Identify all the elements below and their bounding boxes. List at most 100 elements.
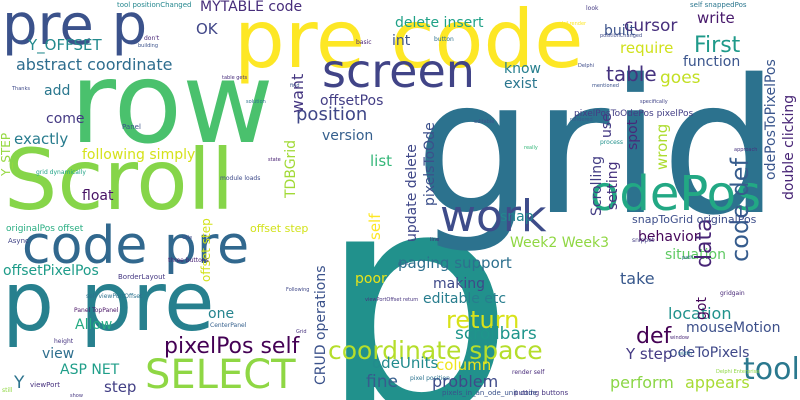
word-crud-operations: CRUD operations — [313, 265, 329, 386]
word-ok: OK — [196, 20, 218, 38]
word-position: position — [296, 104, 368, 125]
word-tdbgrid: TDBGrid — [283, 139, 299, 198]
word-state: Ode — [182, 235, 193, 241]
word-row: row — [70, 39, 274, 169]
word-tool: tool — [743, 352, 800, 387]
word-self: self — [366, 213, 384, 241]
word-editable: approach — [734, 147, 758, 153]
word-poor: poor — [355, 271, 387, 287]
word-scrollbars: scrollbars — [455, 324, 537, 344]
word-offsetpixelpos: offsetPixelPos — [3, 263, 99, 279]
word-path: show — [70, 393, 83, 399]
word-grid-dynamically: Delphi Enterprise — [716, 369, 760, 375]
word-asp-net: ASP NET — [60, 362, 120, 378]
word-pixelstoode: pixelsToOde — [422, 122, 438, 206]
word-viewportoffset-return: self snappedPos — [690, 1, 747, 9]
word-offset-step: offset step — [250, 222, 309, 235]
word-screen: screen — [322, 44, 475, 98]
word-odepos: odePos — [590, 166, 761, 222]
word-mousemotion: mouseMotion — [686, 320, 781, 336]
word-return: return — [446, 306, 520, 334]
word-perform: perform — [610, 373, 674, 392]
word-update-delete: update delete — [404, 144, 420, 242]
word-table-gets: process — [600, 139, 624, 146]
word-week2-week3: Week2 Week3 — [510, 235, 609, 251]
word-great: path — [682, 255, 694, 261]
word-following-simply: following simply — [82, 147, 196, 163]
word-version: version — [322, 128, 374, 144]
word-scroll: Scroll — [4, 131, 235, 229]
word-process: snippet — [632, 237, 655, 244]
word-delete-insert: delete insert — [395, 15, 484, 31]
word-table: table — [606, 62, 657, 86]
word-rendered: really — [524, 145, 538, 151]
word-making: making — [433, 276, 485, 292]
word-async: tool positionChanged — [117, 1, 192, 9]
word-view: view — [42, 346, 75, 362]
word-one: one — [208, 306, 235, 322]
word-odetopixels: odeToPixels — [669, 345, 750, 361]
word-know: know — [504, 61, 541, 77]
word-want: want — [288, 73, 307, 113]
word-step: step — [104, 378, 137, 396]
word-line: Grid — [296, 329, 307, 335]
word-coordinate-space: coordinate space — [328, 336, 543, 365]
word-got: got — [694, 297, 710, 320]
word-odeunits: odeUnits — [372, 354, 439, 372]
word-work: work — [440, 191, 547, 242]
word-def: def — [636, 324, 672, 349]
word-building: don't — [144, 35, 160, 42]
word-show: width — [678, 351, 692, 357]
word-abstract-coordinate: abstract coordinate — [16, 55, 173, 74]
word-answer: mentioned — [592, 83, 619, 89]
word-really: editable — [474, 119, 495, 125]
word-panel: Async — [8, 237, 29, 245]
word-take: take — [620, 269, 655, 288]
word-y-offset: Y_OFFSET — [28, 36, 102, 54]
word-dont: height — [54, 338, 74, 345]
word-width: window — [670, 335, 689, 341]
word-first: First — [694, 33, 741, 58]
word-column: column — [436, 356, 492, 374]
word-y: Y — [14, 373, 25, 393]
word-self-snappedpos: viewPort — [30, 381, 60, 389]
word-pixels-in-an-ode-unit: putting buttons — [514, 389, 569, 397]
word-built: built — [604, 23, 636, 39]
word-mentioned: solution — [246, 99, 266, 105]
word-cursor: cursor — [624, 16, 678, 36]
word-goes: goes — [660, 68, 701, 88]
word-module-loads: three buttons — [168, 257, 209, 264]
word-window: specifically — [640, 99, 668, 105]
word-panel-toppanel: self viewPortOffset — [86, 293, 143, 300]
word-editable-etc: editable etc — [423, 291, 507, 307]
word-select: SELECT — [145, 352, 296, 398]
word-scrolling: Scrolling — [589, 155, 605, 216]
word-basic: building — [138, 43, 159, 49]
word-function: function — [683, 54, 741, 70]
word-tool-positionchanged: pixelPosToOdePos pixelPos — [574, 109, 694, 119]
word-float: float — [82, 188, 114, 204]
word-button: basic — [356, 39, 372, 46]
word-require: require — [620, 39, 674, 57]
word-spot: spot — [625, 119, 641, 150]
word-solution: state — [268, 157, 281, 163]
word-centerpanel: positionChanged — [600, 33, 643, 39]
word-exactly: exactly — [14, 130, 69, 148]
word-originalpos-offset: Y_STEP — [0, 132, 13, 176]
word-odepostopixelpos: odePosToPixelPos — [763, 59, 779, 180]
word-pixelpostoodepos: originalPos offset — [6, 224, 84, 234]
word-pre-code: pre code — [234, 0, 584, 86]
word-snaptogrid-originalpos: snapToGrid originalPos — [632, 213, 757, 226]
word-p: p — [318, 124, 515, 400]
word-fine: fine — [366, 372, 398, 392]
word-int: int — [392, 33, 411, 49]
word-list: list — [370, 152, 393, 170]
word-mytable-code: MYTABLE code — [200, 0, 303, 15]
word-render-self: pixel position — [410, 375, 450, 382]
word-p-pre: p pre — [2, 255, 215, 350]
word-positionchanged: def render — [560, 21, 587, 27]
word-y-step: Y step — [626, 345, 673, 363]
word-situation: situation — [665, 247, 726, 263]
word-double-clicking: double clicking — [781, 94, 797, 200]
